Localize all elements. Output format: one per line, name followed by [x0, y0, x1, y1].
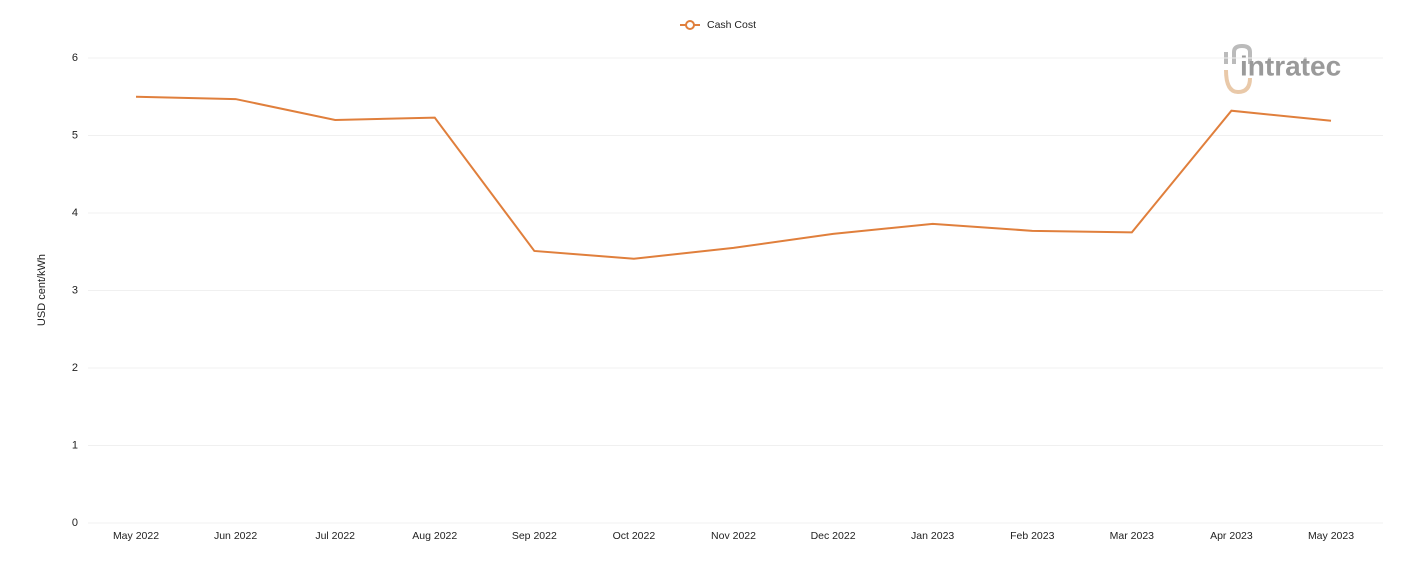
legend-label: Cash Cost	[707, 19, 756, 31]
y-tick-label: 4	[72, 207, 78, 219]
y-tick-label: 3	[72, 284, 78, 296]
y-tick-label: 0	[72, 517, 78, 529]
legend-swatch	[685, 20, 695, 30]
x-tick-label: Aug 2022	[412, 530, 457, 542]
y-tick-label: 6	[72, 52, 78, 64]
x-tick-label: Apr 2023	[1210, 530, 1253, 542]
x-tick-label: Jul 2022	[315, 530, 355, 542]
x-tick-label: Sep 2022	[512, 530, 557, 542]
logo: intratec	[1224, 43, 1341, 95]
x-tick-label: Jan 2023	[911, 530, 954, 542]
y-axis-label: USD cent/kWh	[36, 254, 48, 326]
x-tick-label: Mar 2023	[1110, 530, 1155, 542]
y-tick-label: 1	[72, 439, 78, 451]
line	[135, 95, 1332, 260]
x-tick-label: Oct 2022	[613, 530, 656, 542]
x-tick-label: Dec 2022	[811, 530, 856, 542]
y-tick-label: 5	[72, 129, 78, 141]
logo-icon	[1224, 69, 1252, 95]
logo-text: intratec	[1240, 50, 1341, 81]
x-tick-label: May 2022	[113, 530, 159, 542]
x-tick-label: May 2023	[1308, 530, 1354, 542]
y-tick-label: 2	[72, 362, 78, 374]
x-tick-label: Nov 2022	[711, 530, 756, 542]
x-tick-label: Jun 2022	[214, 530, 257, 542]
x-tick-label: Feb 2023	[1010, 530, 1055, 542]
